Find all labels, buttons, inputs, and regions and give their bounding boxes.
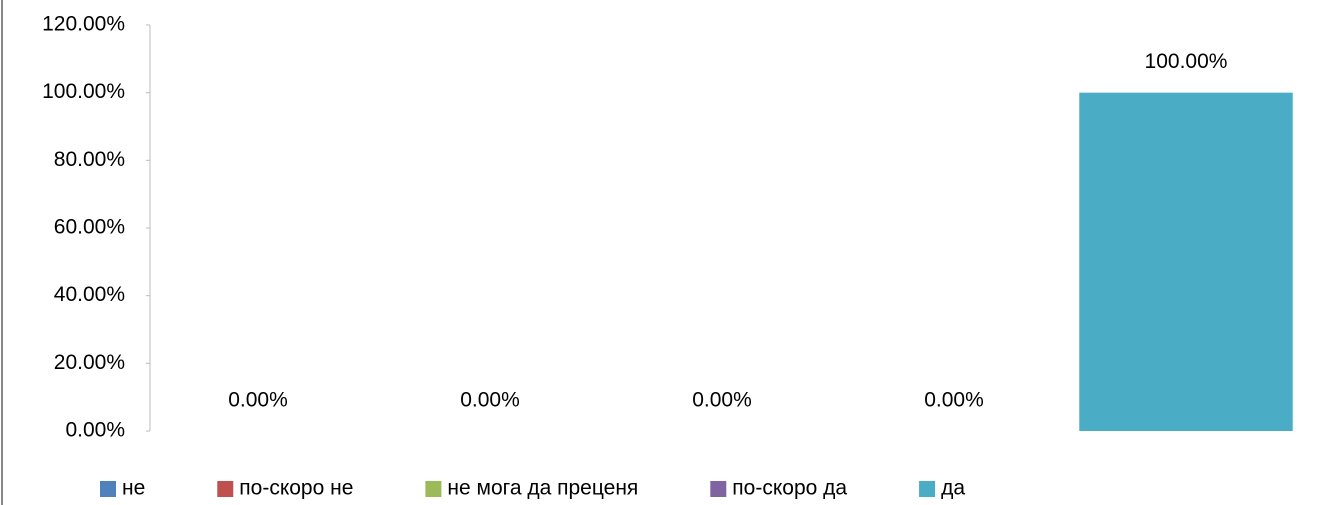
y-tick-label: 0.00% — [65, 419, 125, 442]
y-tick-label: 20.00% — [54, 351, 125, 374]
data-label: 100.00% — [1145, 50, 1228, 73]
data-label: 0.00% — [460, 389, 520, 412]
y-tick-label: 40.00% — [54, 283, 125, 306]
data-label: 0.00% — [924, 389, 984, 412]
data-label: 0.00% — [692, 389, 752, 412]
y-tick-label: 80.00% — [54, 148, 125, 171]
legend-label: не мога да преценя — [447, 477, 638, 500]
legend-swatch — [217, 481, 234, 497]
legend-swatch — [710, 481, 727, 497]
legend-label: не — [122, 477, 145, 500]
legend-label: по-скоро да — [732, 477, 847, 500]
legend-label: да — [941, 477, 965, 500]
legend-swatch — [919, 481, 936, 497]
y-tick-label: 60.00% — [54, 216, 125, 239]
bar — [1079, 92, 1293, 432]
legend-label: по-скоро не — [239, 477, 353, 500]
y-tick-label: 100.00% — [42, 80, 125, 103]
data-label: 0.00% — [228, 389, 288, 412]
legend-swatch — [425, 481, 442, 497]
y-tick-label: 120.00% — [42, 13, 125, 36]
legend-swatch — [100, 481, 116, 497]
